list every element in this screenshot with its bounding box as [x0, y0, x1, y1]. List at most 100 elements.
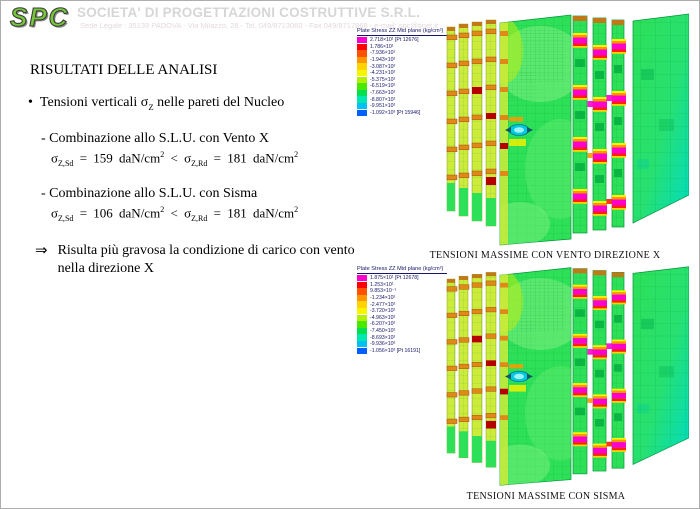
sigma-rd-subscript: Z,Rd — [191, 213, 208, 223]
less-than: < — [164, 205, 185, 221]
legend-value-label: 2.718×10¹ [Pt 12676] — [370, 37, 419, 44]
legend-value-label: -1.234×10² — [370, 295, 396, 302]
legend-color-swatch — [357, 89, 367, 97]
sigma-symbol: σ — [51, 205, 59, 221]
sigma-sd-subscript: Z,Sd — [58, 213, 74, 223]
company-address: Sede Legale : 35139 PADOVA - Via Milazzo… — [80, 21, 439, 30]
legend-color-swatch — [357, 43, 367, 51]
legend-entry: -1.056×10³ [Pt 16191] — [357, 347, 447, 355]
sigma-symbol: σ — [51, 150, 59, 166]
legend-value-label: -7.663×10² — [370, 90, 396, 97]
legend-value-label: -8.807×10² — [370, 96, 396, 103]
legend-entries: 1.875×10¹ [Pt 12678] 1.253×10¹ 9.853×10⁻¹ -… — [357, 275, 447, 355]
legend-color-swatch — [357, 321, 367, 328]
combo-vento-label: - Combinazione allo S.L.U. con Vento X — [41, 131, 269, 146]
legend-entry: -5.375×10² — [357, 76, 447, 84]
bullet-text-post: nelle pareti del Nucleo — [153, 95, 285, 110]
legend-entry: -3.087×10² — [357, 63, 447, 70]
legend-entry: 1.253×10¹ — [357, 281, 447, 289]
formula-rd-value: = 181 daN/cm — [207, 150, 295, 166]
legend-color-swatch — [357, 76, 367, 84]
legend-value-label: -1.092×10³ [Pt 15946] — [370, 109, 421, 116]
legend-entry: -6.519×10² — [357, 83, 447, 90]
legend-entry: -1.943×10² — [357, 56, 447, 64]
legend-color-swatch — [357, 334, 367, 341]
sigma-symbol: σ — [184, 205, 192, 221]
formula-sisma: σZ,Sd = 106 daN/cm2 < σZ,Rd = 181 daN/cm… — [51, 205, 298, 223]
conclusion-text: Risulta più gravosa la condizione di car… — [57, 243, 355, 276]
legend-entry: 2.718×10¹ [Pt 12676] — [357, 37, 447, 44]
bullet-marker: • — [28, 95, 33, 110]
implies-arrow-icon: ⇒ — [35, 243, 48, 259]
legend-entry: -8.693×10² — [357, 334, 447, 341]
legend-entry: -7.936×10¹ — [357, 50, 447, 57]
legend-color-swatch — [357, 301, 367, 308]
legend-color-swatch — [357, 50, 367, 57]
legend-entry: -4.963×10² — [357, 314, 447, 322]
figure-caption-vento: TENSIONI MASSIME CON VENTO DIREZIONE X — [429, 250, 661, 261]
sigma-symbol: σ — [184, 150, 192, 166]
legend-entry: -9.936×10² — [357, 341, 447, 348]
legend-value-label: -6.207×10² — [370, 321, 396, 328]
legend-color-swatch — [357, 308, 367, 315]
legend-value-label: -5.375×10² — [370, 76, 396, 83]
combo-sisma-label: - Combinazione allo S.L.U. con Sisma — [41, 186, 258, 201]
legend-value-label: -7.450×10² — [370, 328, 396, 335]
cm-squared: 2 — [294, 150, 299, 159]
cm-squared: 2 — [160, 150, 165, 159]
stress-legend-sisma: Plate Stress ZZ Mid plane (kg/cm²) 1.875… — [357, 266, 447, 355]
legend-value-label: -7.936×10¹ — [370, 50, 396, 57]
formula-sd-value: = 106 daN/cm — [73, 205, 161, 221]
less-than: < — [164, 150, 185, 166]
figure-caption-sisma: TENSIONI MASSIME CON SISMA — [466, 491, 626, 502]
sigma-sd-subscript: Z,Sd — [58, 158, 74, 168]
legend-value-label: 1.786×10¹ — [370, 43, 394, 50]
legend-color-swatch — [357, 56, 367, 64]
formula-vento: σZ,Sd = 159 daN/cm2 < σZ,Rd = 181 daN/cm… — [51, 150, 298, 168]
legend-entry: 9.853×10⁻¹ — [357, 288, 447, 295]
company-name: SOCIETA' DI PROGETTAZIONI COSTRUTTIVE S.… — [77, 5, 421, 20]
legend-value-label: 1.875×10¹ [Pt 12678] — [370, 275, 419, 282]
fem-contour-plot-sisma — [445, 262, 689, 489]
legend-entry: -1.092×10³ [Pt 15946] — [357, 109, 447, 117]
legend-value-label: -3.720×10² — [370, 308, 396, 315]
cm-squared: 2 — [160, 205, 165, 214]
sigma-rd-subscript: Z,Rd — [191, 158, 208, 168]
legend-entries: 2.718×10¹ [Pt 12676] 1.786×10¹ -7.936×10¹ -… — [357, 37, 447, 117]
legend-entry: -7.450×10² — [357, 327, 447, 335]
formula-rd-value: = 181 daN/cm — [207, 205, 295, 221]
legend-value-label: -1.056×10³ [Pt 16191] — [370, 347, 421, 354]
legend-entry: -9.951×10² — [357, 103, 447, 110]
fem-contour-plot-vento-x — [445, 9, 689, 249]
legend-value-label: -2.477×10² — [370, 301, 396, 308]
legend-color-swatch — [357, 70, 367, 77]
conclusion: ⇒ Risulta più gravosa la condizione di c… — [35, 242, 367, 277]
legend-color-swatch — [357, 275, 367, 282]
legend-title: Plate Stress ZZ Mid plane (kg/cm²) — [357, 266, 447, 274]
legend-value-label: -9.936×10² — [370, 341, 396, 348]
legend-value-label: -3.087×10² — [370, 63, 396, 70]
legend-color-swatch — [357, 103, 367, 110]
legend-value-label: -4.963×10² — [370, 314, 396, 321]
legend-entry: 1.875×10¹ [Pt 12678] — [357, 275, 447, 282]
bullet-tensioni-verticali: • Tensioni verticali σZ nelle pareti del … — [28, 95, 284, 112]
legend-title: Plate Stress ZZ Mid plane (kg/cm²) — [357, 28, 447, 36]
legend-color-swatch — [357, 37, 367, 44]
legend-value-label: -9.951×10² — [370, 103, 396, 110]
legend-color-swatch — [357, 294, 367, 302]
page-title: RISULTATI DELLE ANALISI — [30, 62, 218, 78]
legend-color-swatch — [357, 347, 367, 355]
legend-color-swatch — [357, 341, 367, 348]
legend-value-label: -1.943×10² — [370, 57, 396, 64]
legend-color-swatch — [357, 83, 367, 90]
bullet-text-pre: Tensioni verticali — [39, 95, 141, 110]
legend-value-label: 1.253×10¹ — [370, 281, 394, 288]
legend-entry: -1.234×10² — [357, 294, 447, 302]
legend-color-swatch — [357, 281, 367, 289]
sigma-subscript: Z — [148, 101, 154, 112]
legend-color-swatch — [357, 109, 367, 117]
legend-color-swatch — [357, 327, 367, 335]
sigma-symbol: σ — [140, 95, 149, 110]
legend-entry: -8.807×10² — [357, 96, 447, 103]
